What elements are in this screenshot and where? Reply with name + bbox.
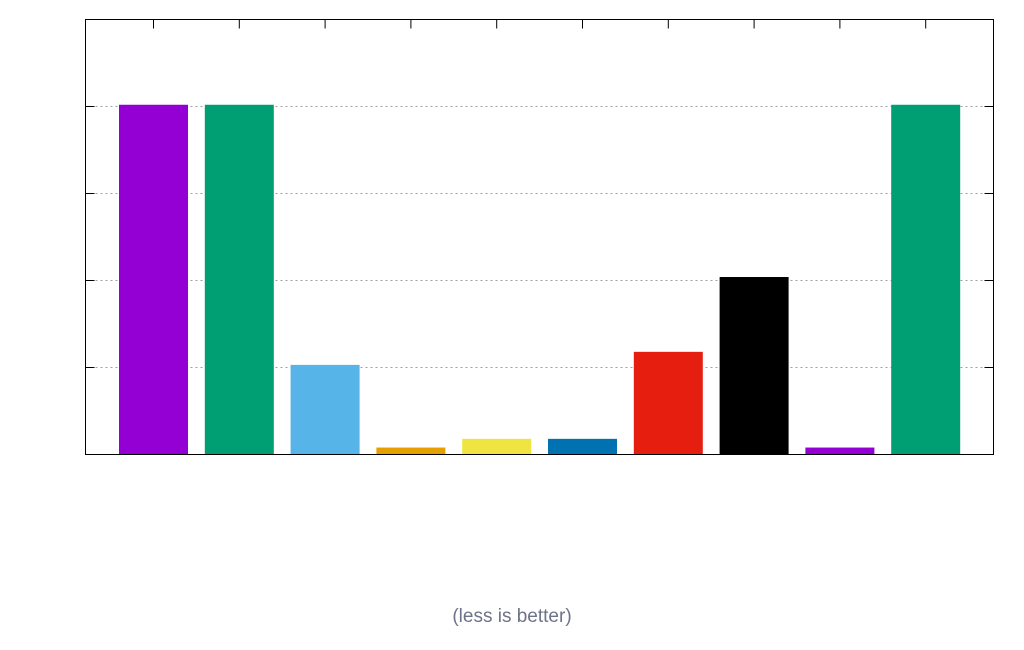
bar-2 bbox=[204, 104, 274, 455]
bar-4 bbox=[376, 447, 446, 455]
bar-9 bbox=[805, 447, 875, 455]
bar-10 bbox=[891, 104, 961, 455]
bars bbox=[119, 104, 961, 455]
bar-1 bbox=[119, 104, 188, 455]
axis-ticks bbox=[85, 19, 994, 368]
bar-7 bbox=[633, 351, 703, 455]
plot-frame bbox=[85, 19, 994, 455]
x-axis-label: (less is better) bbox=[452, 606, 572, 627]
bar-8 bbox=[719, 277, 789, 455]
bar-5 bbox=[462, 438, 532, 455]
bar-3 bbox=[290, 364, 360, 455]
bar-6 bbox=[548, 438, 617, 455]
